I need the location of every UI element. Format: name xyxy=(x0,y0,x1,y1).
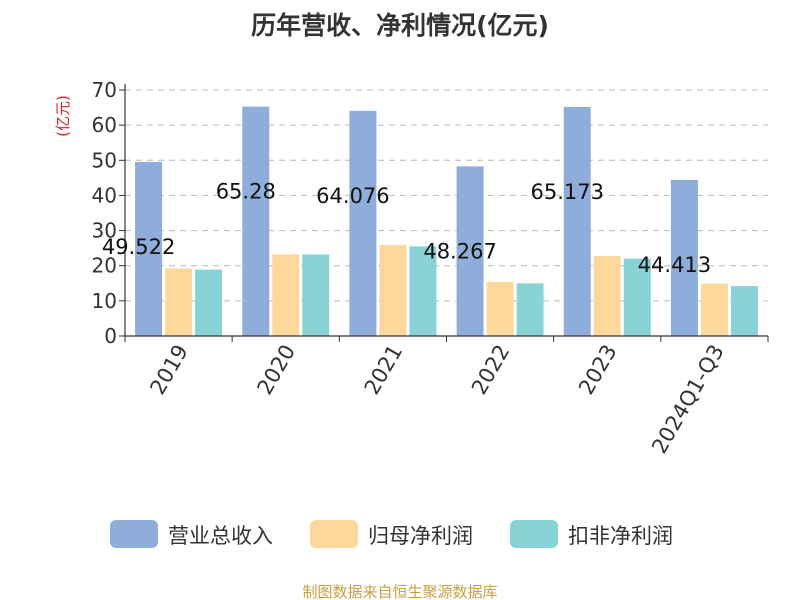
y-tick-label: 50 xyxy=(92,148,117,172)
bars xyxy=(135,106,758,336)
y-axis-label: (亿元) xyxy=(54,95,72,137)
bar-2-2 xyxy=(409,246,437,336)
bar-0-3 xyxy=(456,166,484,336)
legend-item-1[interactable]: 归母净利润 xyxy=(310,520,473,548)
data-label: 44.413 xyxy=(638,253,711,277)
bar-1-1 xyxy=(272,254,300,336)
gridlines xyxy=(125,89,768,302)
bar-0-2 xyxy=(349,110,377,336)
x-tick-label: 2021 xyxy=(360,341,408,399)
legend-label: 归母净利润 xyxy=(368,524,473,548)
legend[interactable]: 营业总收入 归母净利润 扣非净利润 xyxy=(110,520,673,548)
legend-label: 扣非净利润 xyxy=(568,524,673,548)
x-tick-label: 2020 xyxy=(253,341,301,399)
data-label: 65.173 xyxy=(531,180,604,204)
y-tick-label: 10 xyxy=(92,289,117,313)
bar-1-2 xyxy=(379,244,407,336)
bar-0-0 xyxy=(135,161,163,336)
bar-0-4 xyxy=(563,106,591,336)
bar-1-5 xyxy=(700,283,728,336)
legend-item-2[interactable]: 扣非净利润 xyxy=(510,520,673,548)
bar-2-5 xyxy=(730,286,758,336)
bar-1-4 xyxy=(593,255,621,336)
data-label: 48.267 xyxy=(423,239,496,263)
chart-title: 历年营收、净利情况(亿元) xyxy=(251,11,549,40)
source-note: 制图数据来自恒生聚源数据库 xyxy=(302,583,497,600)
bar-2-0 xyxy=(195,269,223,336)
legend-item-0[interactable]: 营业总收入 xyxy=(110,520,273,548)
bar-1-0 xyxy=(165,268,193,336)
y-tick-label: 0 xyxy=(104,324,117,348)
x-tick-label: 2022 xyxy=(467,341,515,399)
data-label: 64.076 xyxy=(316,184,389,208)
bar-1-3 xyxy=(486,281,514,336)
x-tick-label: 2023 xyxy=(574,341,622,399)
y-tick-label: 60 xyxy=(92,113,117,137)
y-tick-label: 40 xyxy=(92,183,117,207)
data-label: 49.522 xyxy=(102,235,175,259)
data-label: 65.28 xyxy=(216,180,276,204)
bar-2-3 xyxy=(516,283,544,336)
legend-swatch xyxy=(110,520,158,548)
x-tick-label: 2024Q1-Q3 xyxy=(647,341,729,458)
y-tick-label: 70 xyxy=(92,78,117,102)
x-tick-label: 2019 xyxy=(145,341,193,399)
bar-0-5 xyxy=(670,179,698,336)
axes xyxy=(119,84,769,342)
data-labels: 49.522 65.28 64.076 48.267 65.173 44.413 xyxy=(102,180,711,277)
bar-2-1 xyxy=(302,254,330,336)
legend-swatch xyxy=(510,520,558,548)
bar-2-4 xyxy=(623,258,651,336)
legend-label: 营业总收入 xyxy=(168,524,273,548)
y-tick-label: 20 xyxy=(92,254,117,278)
bar-0-1 xyxy=(242,106,270,336)
legend-swatch xyxy=(310,520,358,548)
y-tick-label: 30 xyxy=(92,219,117,243)
